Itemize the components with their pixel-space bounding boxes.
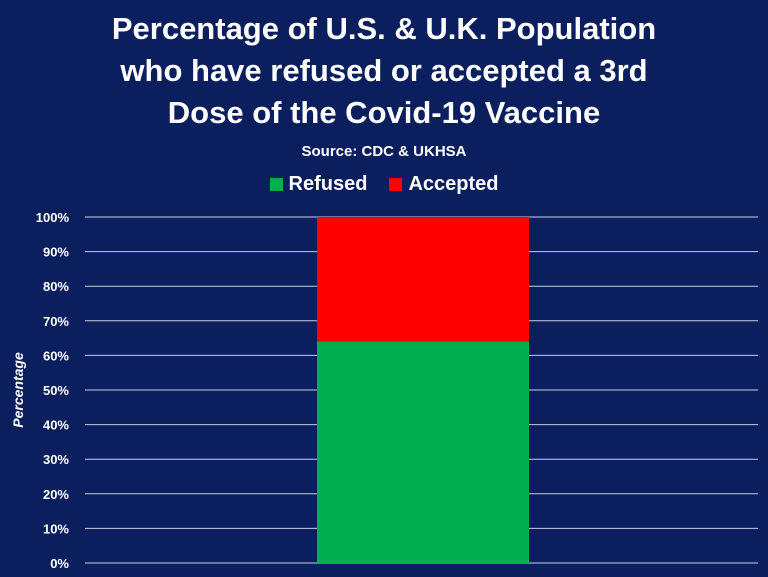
- y-tick-labels: 0% 10% 20% 30% 40% 50% 60% 70% 80% 90% 100%: [36, 210, 70, 571]
- chart-legend: Refused Accepted: [0, 173, 768, 196]
- bar-stack: [317, 217, 529, 563]
- y-tick-label: 0%: [50, 556, 69, 571]
- title-line-2: who have refused or accepted a 3rd: [120, 53, 648, 88]
- y-tick-label: 60%: [43, 348, 69, 363]
- y-tick-label: 100%: [36, 210, 70, 225]
- y-tick-label: 30%: [43, 452, 69, 467]
- y-axis-label: Percentage: [10, 352, 26, 428]
- legend-item-refused: Refused: [269, 173, 368, 196]
- legend-label-accepted: Accepted: [408, 173, 499, 195]
- bar-segment-refused: [317, 341, 529, 563]
- y-tick-label: 70%: [43, 314, 69, 329]
- legend-swatch-accepted: [389, 178, 403, 191]
- y-tick-label: 20%: [43, 487, 69, 502]
- y-tick-label: 90%: [43, 245, 69, 260]
- y-tick-label: 80%: [43, 279, 69, 294]
- y-tick-label: 10%: [43, 521, 69, 536]
- chart-subtitle: Source: CDC & UKHSA: [301, 143, 467, 160]
- bar-segment-accepted: [317, 217, 529, 342]
- legend-item-accepted: Accepted: [389, 173, 498, 196]
- title-line-3: Dose of the Covid-19 Vaccine: [167, 95, 601, 130]
- title-line-1: Percentage of U.S. & U.K. Population: [111, 11, 657, 46]
- y-tick-label: 50%: [43, 383, 69, 398]
- legend-swatch-refused: [269, 178, 283, 191]
- legend-label-refused: Refused: [288, 173, 368, 195]
- y-tick-label: 40%: [43, 418, 69, 433]
- chart-title: Percentage of U.S. & U.K. Population who…: [0, 8, 768, 134]
